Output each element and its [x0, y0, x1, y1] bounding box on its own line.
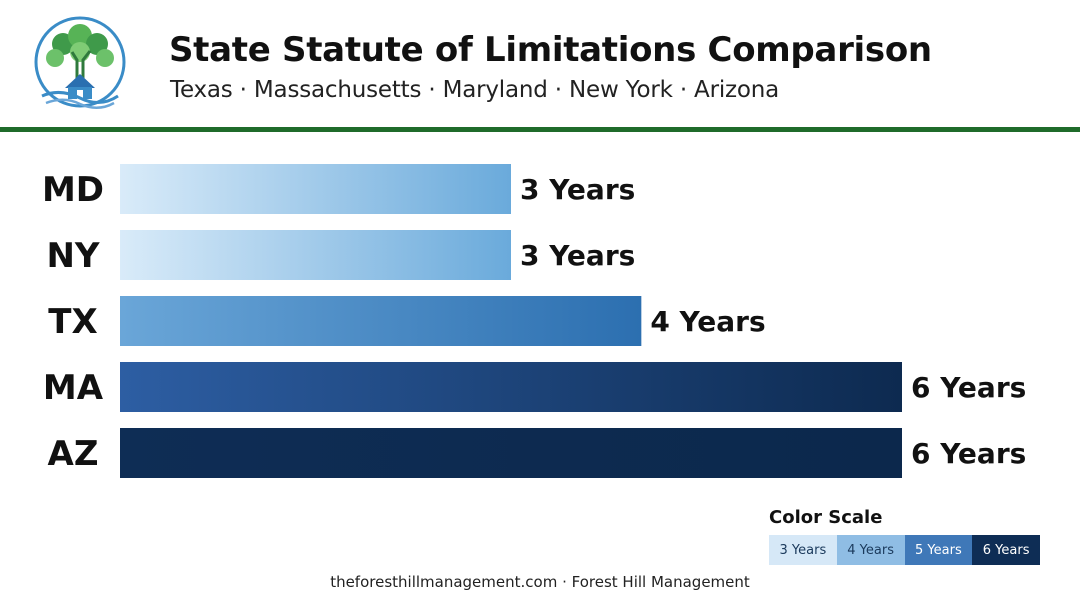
- page-title: State Statute of Limitations Comparison: [169, 30, 932, 70]
- category-label-az: AZ: [48, 434, 99, 474]
- bar-ma: [120, 362, 902, 412]
- page-subtitle: Texas · Massachusetts · Maryland · New Y…: [170, 77, 780, 103]
- data-label-az: 6 Years: [911, 437, 1026, 470]
- header-divider: [0, 127, 1080, 132]
- bar-az: [120, 428, 902, 478]
- data-label-tx: 4 Years: [650, 305, 765, 338]
- data-label-ny: 3 Years: [520, 239, 635, 272]
- bar-md: [120, 164, 511, 214]
- footer-credit: theforesthillmanagement.com · Forest Hil…: [330, 573, 750, 591]
- bar-ny: [120, 230, 511, 280]
- category-label-tx: TX: [48, 302, 97, 342]
- bar-chart: MD 3 Years NY 3 Years TX 4 Years MA 6 Years AZ 6 …: [42, 164, 1026, 478]
- data-label-md: 3 Years: [520, 173, 635, 206]
- legend-item-6-years: 6 Years: [972, 535, 1040, 565]
- color-scale-legend: 3 Years 4 Years 5 Years 6 Years: [769, 535, 1040, 565]
- legend-item-4-years: 4 Years: [836, 535, 905, 565]
- color-scale-title: Color Scale: [769, 507, 883, 528]
- legend-item-5-years: 5 Years: [904, 535, 973, 565]
- data-label-ma: 6 Years: [911, 371, 1026, 404]
- bar-tx: [120, 296, 642, 346]
- legend-item-3-years: 3 Years: [769, 535, 837, 565]
- tree-house-logo-icon: [34, 16, 126, 109]
- category-label-ma: MA: [43, 368, 104, 408]
- category-label-md: MD: [42, 170, 104, 210]
- category-label-ny: NY: [46, 236, 99, 276]
